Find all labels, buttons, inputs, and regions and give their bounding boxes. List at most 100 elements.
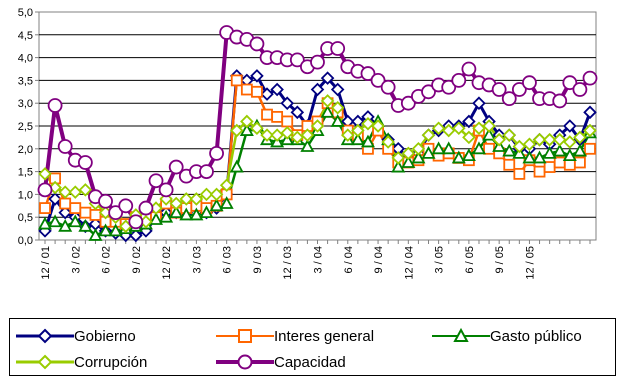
data-point-gasto-publico [169,205,184,219]
legend: Gobierno Interes general Gasto público C… [9,318,616,376]
data-point-corrupcion [441,123,456,138]
data-point-corrupcion [411,142,426,156]
legend-item-gobierno: Gobierno [16,326,136,346]
y-tick-label: 0,0 [18,235,33,247]
data-point-gasto-publico [461,148,476,162]
legend-symbol-gasto-publico [432,327,490,342]
series-layer [37,25,598,243]
x-tick-label: 3 / 05 [434,246,446,274]
data-point-capacidad [47,98,63,113]
data-point-gasto-publico [37,216,53,230]
data-point-capacidad [330,41,346,56]
data-point-corrupcion [58,185,72,199]
y-tick-label: 3,5 [18,75,33,87]
data-point-gasto-publico [300,139,315,152]
data-point-capacidad [118,198,134,214]
data-point-capacidad [98,193,113,209]
data-point-interes-general [563,158,576,171]
data-point-interes-general [553,156,566,169]
data-point-corrupcion [280,126,294,140]
data-point-corrupcion [179,192,194,206]
data-point-capacidad [421,84,436,100]
data-point-gobierno [330,82,345,97]
data-point-gasto-publico [431,141,446,155]
data-point-corrupcion [391,151,406,165]
data-point-gasto-publico [451,150,466,164]
data-point-gasto-publico [68,214,83,228]
data-point-capacidad [552,93,568,109]
data-point-corrupcion [583,123,597,138]
data-point-corrupcion [260,128,274,142]
data-point-corrupcion [512,139,527,154]
x-tick-label: 9 / 03 [252,246,264,274]
x-tick-label: 12 / 02 [161,246,173,280]
legend-symbol-interes-general [216,329,274,343]
data-point-gasto-publico [229,159,244,173]
y-tick-label: 5,0 [18,7,33,19]
legend-label-interes-general: Interes general [274,327,375,345]
data-point-corrupcion [401,146,416,161]
data-point-capacidad [158,182,174,198]
data-point-corrupcion [189,192,204,206]
legend-symbol-corrupcion [16,354,74,370]
data-point-capacidad [128,214,144,230]
data-point-interes-general [39,202,51,214]
data-point-corrupcion [310,119,325,133]
data-point-corrupcion [421,128,436,142]
data-point-capacidad [370,73,386,88]
data-point-corrupcion [250,121,264,136]
x-tick-label: 12 / 03 [282,246,294,280]
y-tick-label: 4,0 [18,53,33,65]
data-point-capacidad [77,155,93,170]
legend-item-interes-general: Interes general [216,326,374,346]
data-point-gasto-publico [482,127,497,141]
legend-item-gasto-publico: Gasto público [432,326,582,346]
data-point-corrupcion [219,178,234,193]
data-point-capacidad [209,145,224,161]
data-point-corrupcion [199,187,214,202]
legend-item-capacidad: Capacidad [216,352,346,372]
data-point-corrupcion [209,187,224,202]
data-point-gasto-publico [562,148,577,162]
data-point-corrupcion [351,123,365,138]
legend-symbol-gobierno [16,328,74,344]
data-point-capacidad [57,139,73,154]
data-point-capacidad [148,173,164,189]
data-point-corrupcion [381,135,395,149]
data-point-gobierno [48,192,62,206]
data-point-gobierno [280,96,294,110]
data-point-capacidad [582,70,598,86]
data-point-gasto-publico [411,150,426,164]
data-point-gasto-publico [209,198,224,212]
y-axis-ticks: 0,0 0,5 1,0 1,5 2,0 2,5 3,0 3,5 4,0 4,5 5,0 [18,7,39,247]
x-tick-label: 6 / 05 [464,246,476,274]
data-point-gasto-publico [78,218,93,232]
legend-label-gasto-publico: Gasto público [490,327,582,345]
data-point-capacidad [199,164,214,180]
data-point-gobierno [310,82,325,97]
data-point-interes-general [574,156,586,169]
data-point-interes-general [584,142,596,155]
data-point-corrupcion [341,128,355,142]
data-point-gasto-publico [88,228,103,241]
data-point-corrupcion [462,130,476,145]
data-point-gobierno [290,105,305,120]
x-tick-label: 12 / 04 [403,246,415,280]
data-point-gasto-publico [199,205,214,219]
data-point-gasto-publico [532,150,547,164]
x-tick-label: 12 / 01 [40,246,52,280]
data-point-corrupcion [361,116,375,131]
data-point-corrupcion [482,119,496,133]
data-point-corrupcion [522,137,537,152]
data-point-capacidad [451,73,467,88]
data-point-gasto-publico [542,145,557,159]
x-tick-label: 3 / 02 [70,246,82,274]
data-point-interes-general [240,83,253,96]
legend-label-corrupcion: Corrupción [74,353,148,371]
data-point-gasto-publico [401,155,416,168]
x-tick-label: 9 / 05 [494,246,506,274]
legend-symbol-capacidad [216,354,274,370]
data-point-gasto-publico [320,104,335,118]
data-point-capacidad [562,75,578,91]
data-point-gasto-publico [179,207,194,221]
